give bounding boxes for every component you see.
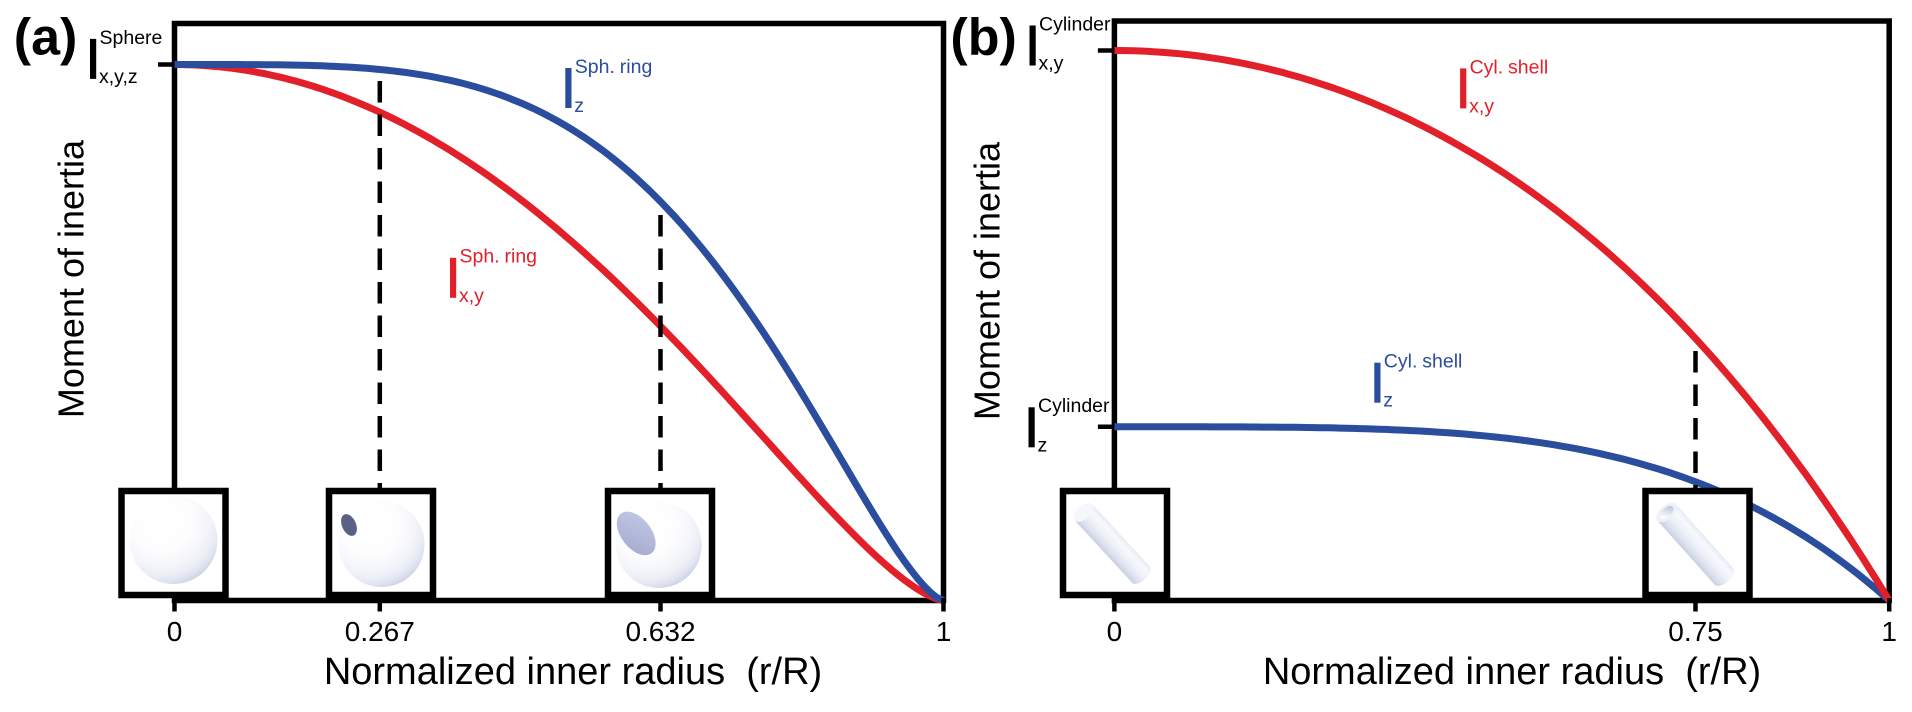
svg-text:0: 0 bbox=[1107, 616, 1123, 647]
svg-text:Normalized inner radius (r/R): Normalized inner radius (r/R) bbox=[324, 651, 822, 693]
svg-text:Cyl. shell: Cyl. shell bbox=[1470, 56, 1549, 78]
svg-text:Sphere: Sphere bbox=[100, 27, 163, 49]
svg-text:z: z bbox=[1383, 390, 1393, 412]
svg-text:Cylinder: Cylinder bbox=[1039, 13, 1111, 35]
svg-text:1: 1 bbox=[1881, 616, 1897, 647]
svg-text:0.75: 0.75 bbox=[1668, 616, 1723, 647]
svg-text:Cyl. shell: Cyl. shell bbox=[1384, 351, 1463, 373]
svg-text:Moment of inertia: Moment of inertia bbox=[967, 141, 1008, 420]
svg-text:0.632: 0.632 bbox=[625, 616, 695, 647]
svg-text:x,y: x,y bbox=[459, 285, 484, 307]
svg-text:Sph. ring: Sph. ring bbox=[460, 246, 538, 268]
svg-text:Sph. ring: Sph. ring bbox=[575, 56, 653, 78]
svg-text:x,y: x,y bbox=[1039, 53, 1064, 75]
svg-text:0.267: 0.267 bbox=[345, 616, 415, 647]
svg-text:Cylinder: Cylinder bbox=[1038, 395, 1110, 417]
svg-text:Normalized inner radius (r/R): Normalized inner radius (r/R) bbox=[1263, 651, 1761, 693]
svg-text:z: z bbox=[1038, 434, 1048, 456]
svg-text:(a): (a) bbox=[14, 9, 78, 67]
svg-text:1: 1 bbox=[936, 616, 952, 647]
svg-text:x,y,z: x,y,z bbox=[99, 66, 138, 88]
svg-text:z: z bbox=[574, 95, 584, 117]
svg-text:0: 0 bbox=[167, 616, 183, 647]
svg-text:(b): (b) bbox=[950, 9, 1016, 67]
svg-text:x,y: x,y bbox=[1469, 95, 1494, 117]
svg-text:Moment of inertia: Moment of inertia bbox=[51, 139, 92, 418]
